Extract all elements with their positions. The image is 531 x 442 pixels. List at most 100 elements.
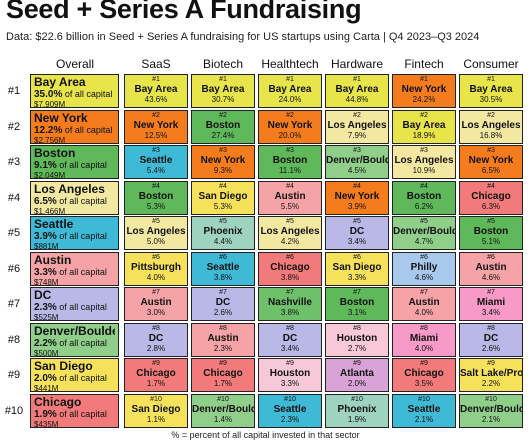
cell-rank: #8 — [286, 324, 294, 332]
cell-saas: #2 New York 12.5% — [124, 109, 188, 144]
cell-city: New York — [200, 155, 246, 166]
cell-city: Boston — [205, 119, 241, 131]
overall-amount: $1,466M — [34, 206, 66, 215]
cell-share: 2.3% — [213, 343, 233, 353]
cell-rank: #7 — [286, 289, 294, 296]
cell-share: 3.9% — [347, 201, 367, 211]
cell-city: Chicago — [136, 368, 176, 379]
cell-share: 2.8% — [146, 343, 166, 353]
cell-biotech: #9 Chicago 1.7% — [191, 358, 255, 392]
cell-rank: #7 — [487, 289, 495, 296]
table-row: #3 Boston 9.1% of all capital $2,049M #3 Seat… — [0, 145, 531, 179]
row-rank: #4 — [7, 191, 21, 204]
cell-city: DC — [148, 332, 164, 344]
cell-rank: #6 — [353, 253, 361, 261]
row-rank: #1 — [7, 85, 21, 97]
cell-share: 4.0% — [146, 272, 166, 282]
cell-share: 4.7% — [414, 237, 434, 246]
cell-share: 2.3% — [280, 414, 300, 424]
cell-rank: #9 — [353, 360, 361, 367]
cell-rank: #9 — [487, 360, 495, 367]
cell-fintech: #6 Philly 4.6% — [392, 251, 456, 286]
cell-share: 6.3% — [481, 201, 501, 211]
cell-hardware: #10 Phoenix 1.9% — [325, 393, 389, 428]
overall-share-value: 6.5% — [34, 195, 57, 207]
column-header-consumer: Consumer — [463, 57, 519, 71]
overall-city: Boston — [34, 147, 76, 160]
cell-healthtech: #8 DC 3.4% — [258, 322, 322, 357]
cell-city: Denver/Boulder — [192, 403, 254, 415]
cell-hardware: #9 Atlanta 2.0% — [325, 358, 389, 392]
cell-saas: #6 Pittsburgh 4.0% — [124, 251, 188, 286]
overall-share: 2.3% of all capital — [34, 302, 107, 313]
cell-fintech: #7 Austin 4.0% — [392, 287, 456, 321]
cell-consumer: #4 Chicago 6.3% — [459, 180, 523, 215]
cell-rank: #2 — [353, 111, 361, 119]
cell-share: 1.1% — [146, 414, 166, 424]
cell-city: Seattle — [273, 403, 307, 415]
cell-city: New York — [401, 84, 447, 95]
cell-city: New York — [133, 119, 179, 131]
overall-cell: DC 2.3% of all capital $525M — [30, 287, 119, 321]
cell-hardware: #1 Bay Area 44.8% — [325, 74, 389, 108]
cell-share: 18.9% — [412, 130, 436, 140]
cell-share: 30.7% — [211, 95, 235, 104]
cell-consumer: #2 Los Angeles 16.8% — [459, 109, 523, 144]
cell-city: Austin — [408, 297, 440, 308]
cell-share: 30.5% — [479, 95, 503, 104]
cell-share: 4.4% — [213, 237, 233, 246]
table-row: #2 New York 12.2% of all capital $2,756M #2 N… — [0, 109, 531, 144]
cell-share: 12.5% — [144, 130, 168, 140]
cell-share: 2.0% — [347, 379, 367, 388]
cell-city: Houston — [269, 368, 311, 379]
cell-rank: #3 — [286, 147, 294, 154]
cell-share: 3.4% — [481, 308, 501, 317]
column-header-healthtech: Healthtech — [261, 57, 319, 71]
cell-rank: #2 — [286, 111, 294, 119]
overall-amount: $2,756M — [34, 135, 66, 144]
cell-rank: #4 — [353, 182, 361, 190]
cell-biotech: #8 Austin 2.3% — [191, 322, 255, 357]
cell-share: 2.2% — [481, 379, 501, 388]
overall-amount: $500M — [34, 348, 59, 357]
cell-biotech: #3 New York 9.3% — [191, 145, 255, 179]
cell-city: Los Angeles — [260, 226, 320, 237]
cell-healthtech: #5 Los Angeles 4.2% — [258, 216, 322, 250]
cell-city: Phoenix — [337, 403, 377, 415]
overall-city: Chicago — [34, 395, 82, 409]
cell-biotech: #2 Boston 27.4% — [191, 109, 255, 144]
cell-city: New York — [267, 119, 313, 131]
cell-share: 3.8% — [280, 272, 300, 282]
cell-saas: #5 Los Angeles 5.0% — [124, 216, 188, 250]
overall-cell: Bay Area 35.0% of all capital $7,909M — [30, 74, 119, 108]
cell-rank: #10 — [418, 395, 430, 403]
overall-amount: $525M — [34, 313, 59, 321]
cell-consumer: #8 DC 2.6% — [459, 322, 523, 357]
cell-share: 3.4% — [347, 237, 367, 246]
cell-healthtech: #1 Bay Area 24.0% — [258, 74, 322, 108]
cell-share: 1.7% — [146, 379, 166, 388]
cell-biotech: #1 Bay Area 30.7% — [191, 74, 255, 108]
cell-share: 2.7% — [347, 343, 367, 353]
table-row: #8 Denver/Boulder 2.2% of all capital $500M… — [0, 322, 531, 357]
overall-share: 1.9% of all capital — [34, 408, 107, 420]
overall-city: San Diego — [34, 360, 93, 373]
overall-share: 3.3% of all capital — [34, 266, 107, 278]
cell-fintech: #10 Seattle 2.1% — [392, 393, 456, 428]
cell-rank: #8 — [152, 324, 160, 332]
row-rank: #9 — [7, 369, 21, 381]
cell-rank: #6 — [219, 253, 227, 261]
overall-cell: Boston 9.1% of all capital $2,049M — [30, 145, 119, 179]
overall-share: 35.0% of all capital — [34, 89, 113, 100]
cell-share: 2.1% — [481, 414, 501, 424]
cell-consumer: #1 Bay Area 30.5% — [459, 74, 523, 108]
overall-amount: $2,049M — [34, 171, 66, 179]
overall-city: Los Angeles — [34, 182, 105, 196]
overall-share: 9.1% of all capital — [34, 160, 107, 171]
row-rank: #3 — [7, 156, 21, 168]
cell-share: 44.8% — [345, 95, 369, 104]
cell-city: Nashville — [268, 297, 312, 308]
cell-rank: #4 — [487, 182, 495, 190]
